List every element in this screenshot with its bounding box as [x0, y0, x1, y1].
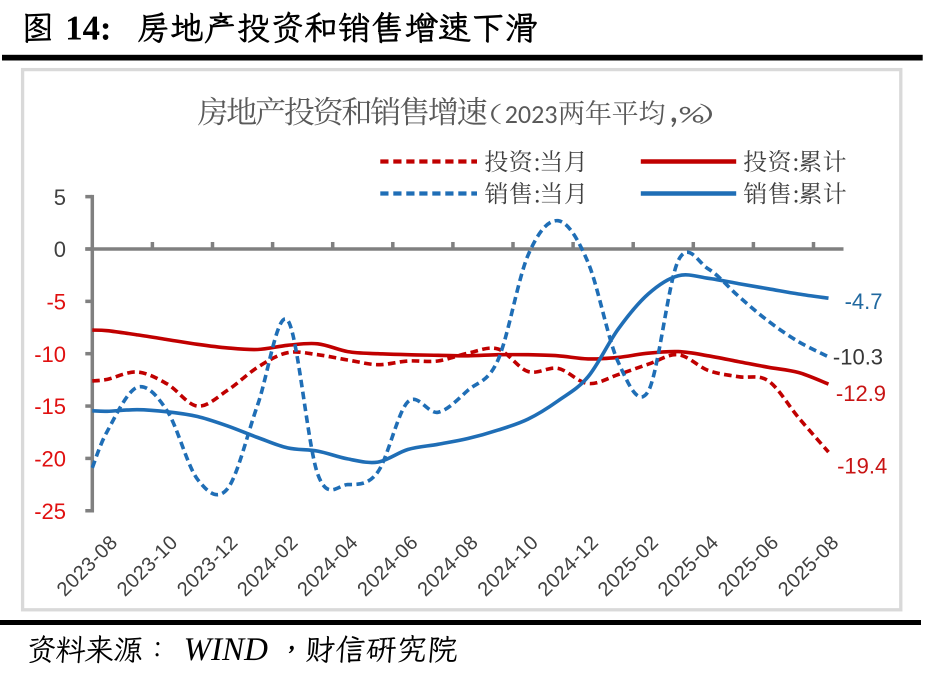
svg-text:0: 0 — [54, 237, 66, 262]
svg-text:-19.4: -19.4 — [837, 453, 887, 478]
svg-text:-4.7: -4.7 — [845, 289, 883, 314]
svg-text:-20: -20 — [34, 447, 66, 472]
svg-text:-10: -10 — [34, 342, 66, 367]
svg-text:-5: -5 — [46, 289, 66, 314]
svg-text:-12.9: -12.9 — [836, 381, 886, 406]
svg-text:-25: -25 — [34, 499, 66, 524]
svg-text:5: 5 — [54, 185, 66, 210]
svg-text:-15: -15 — [34, 394, 66, 419]
svg-text:-10.3: -10.3 — [833, 344, 883, 369]
